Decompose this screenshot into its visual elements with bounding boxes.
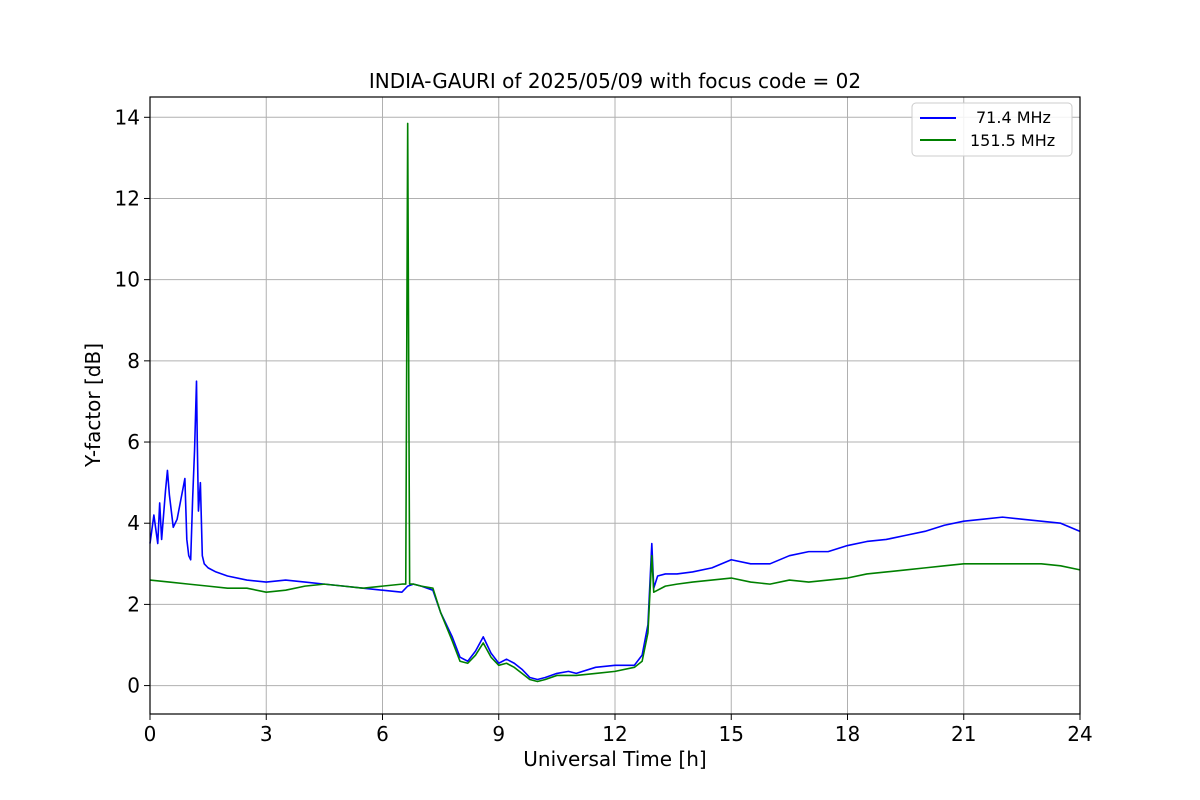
x-tick-label: 3 — [260, 722, 273, 746]
x-tick-label: 18 — [835, 722, 860, 746]
y-axis-ticks: 0 2 4 6 8 10 12 14 — [115, 105, 150, 698]
y-axis-label: Y-factor [dB] — [81, 343, 105, 468]
y-tick-label: 0 — [127, 674, 140, 698]
chart-title: INDIA-GAURI of 2025/05/09 with focus cod… — [369, 69, 861, 93]
legend-box — [911, 102, 1073, 157]
x-tick-label: 6 — [376, 722, 389, 746]
grid — [149, 97, 1081, 714]
x-tick-label: 9 — [492, 722, 505, 746]
y-tick-label: 12 — [115, 186, 140, 210]
y-tick-label: 2 — [127, 592, 140, 616]
x-axis-ticks: 0 3 6 9 12 15 18 21 24 — [144, 714, 1093, 746]
series-line-151mhz — [149, 122, 1081, 683]
x-tick-label: 24 — [1067, 722, 1092, 746]
legend-entry-71mhz: 71.4 MHz — [976, 108, 1051, 127]
y-tick-label: 8 — [127, 349, 140, 373]
x-axis-label: Universal Time [h] — [523, 747, 706, 771]
x-tick-label: 12 — [602, 722, 627, 746]
series-layer — [149, 122, 1081, 683]
y-tick-label: 10 — [115, 268, 140, 292]
x-tick-label: 15 — [719, 722, 744, 746]
legend-entry-151mhz: 151.5 MHz — [970, 131, 1055, 150]
series-line-71mhz — [149, 380, 1081, 681]
x-tick-label: 0 — [144, 722, 157, 746]
x-tick-label: 21 — [951, 722, 976, 746]
y-tick-label: 4 — [127, 511, 140, 535]
y-tick-label: 14 — [115, 105, 140, 129]
legend: 71.4 MHz 151.5 MHz — [911, 102, 1073, 157]
y-tick-label: 6 — [127, 430, 140, 454]
